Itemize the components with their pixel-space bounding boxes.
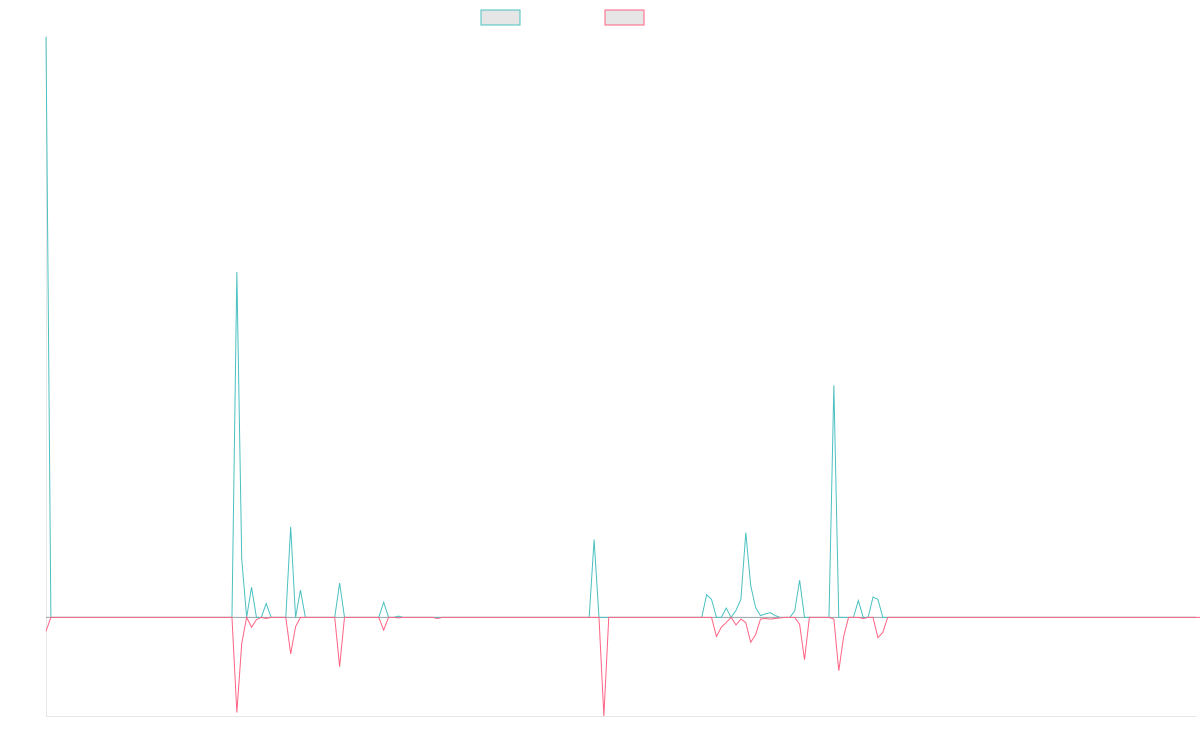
legend-swatch-series-2[interactable] (604, 9, 645, 26)
chart-legend (480, 9, 645, 26)
series-line-2 (45, 615, 1200, 717)
series-line-1 (45, 36, 1196, 619)
series-layer (45, 36, 1200, 717)
legend-swatch-series-1[interactable] (480, 9, 521, 26)
